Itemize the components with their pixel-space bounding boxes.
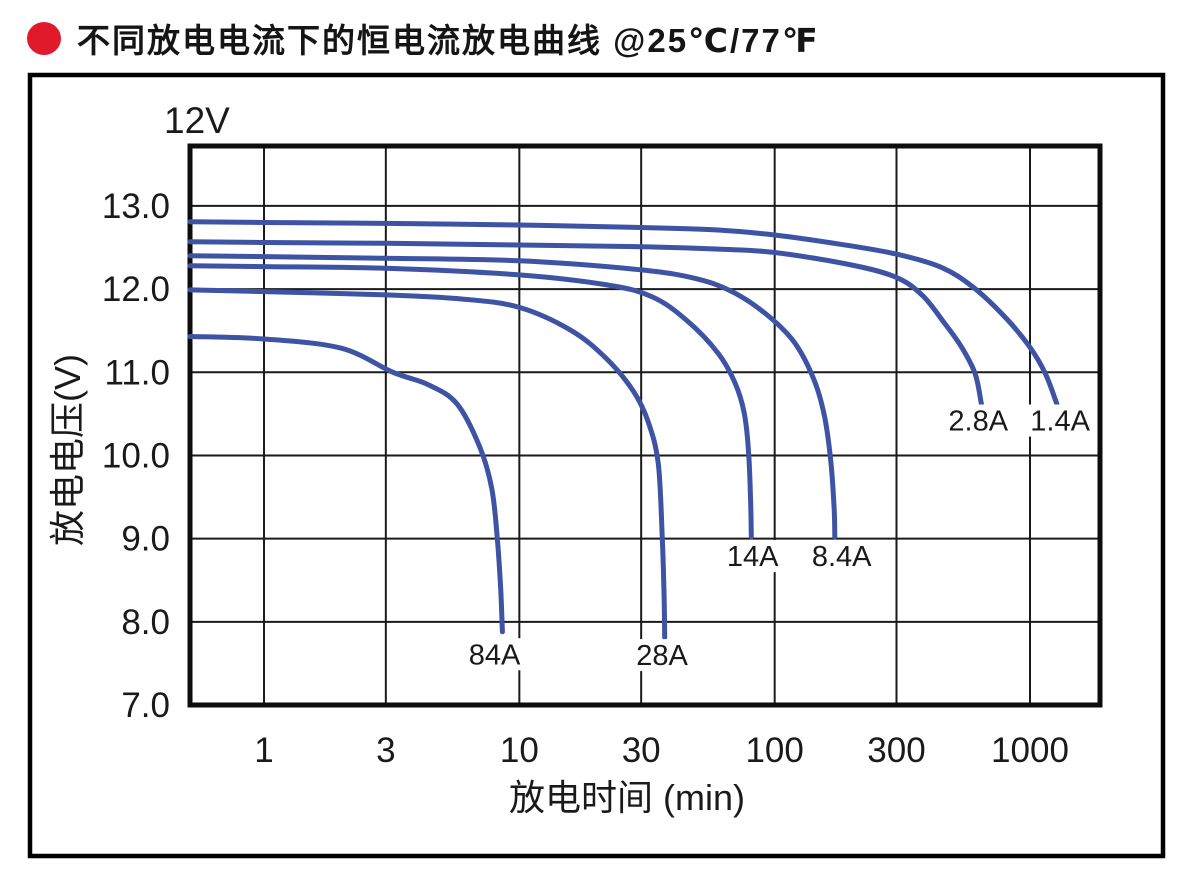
y-tick-label-9.0: 9.0 (121, 520, 170, 559)
curve-1.4A (187, 219, 1060, 408)
curve-layer (187, 219, 1060, 641)
curve-2.8A (187, 239, 984, 407)
curve-label-14A: 14A (727, 541, 779, 573)
curve-label-8.4A: 8.4A (812, 541, 872, 573)
battery-voltage-badge: 12V (164, 100, 230, 141)
figure-frame (27, 72, 1166, 859)
curve-label-28A: 28A (636, 640, 688, 672)
curve-84A (187, 334, 505, 635)
curve-label-bg-14A (723, 540, 782, 573)
y-tick-label-7.0: 7.0 (121, 686, 170, 725)
x-tick-label-1: 1 (254, 731, 273, 770)
y-tick-label-8.0: 8.0 (121, 603, 170, 642)
figure-title: 不同放电电流下的恒电流放电曲线 @25℃/77℉ (77, 22, 820, 59)
figure-header: 不同放电电流下的恒电流放电曲线 @25℃/77℉ (27, 14, 820, 62)
y-tick-label-11.0: 11.0 (104, 353, 170, 392)
curve-label-layer: 84A 28A 14A 8.4A 2.8A 1.4A (465, 404, 1098, 672)
y-tick-label-10.0: 10.0 (102, 436, 170, 475)
bullet-icon (27, 21, 61, 55)
outer-frame (27, 72, 1166, 859)
curve-label-bg-2.8A (941, 404, 1016, 437)
curve-8.4A (187, 253, 838, 540)
curve-label-bg-8.4A (804, 540, 879, 573)
curve-label-bg-84A (465, 638, 524, 671)
y-axis-title: 放电电压(V) (47, 354, 88, 546)
curve-14A (187, 263, 754, 540)
x-axis-title: 放电时间 (min) (509, 777, 745, 818)
x-tick-label-1000: 1000 (991, 731, 1069, 770)
tick-label-layer: 1 3 10 30 100 300 1000 13.0 12.0 11.0 10.0 9.0 8.0 7.… (102, 187, 1069, 770)
curve-label-bg-1.4A (1023, 404, 1098, 437)
curve-label-2.8A: 2.8A (948, 406, 1008, 438)
x-tick-label-300: 300 (867, 731, 925, 770)
x-tick-label-100: 100 (745, 731, 803, 770)
x-tick-label-10: 10 (500, 731, 539, 770)
y-tick-label-13.0: 13.0 (102, 187, 170, 226)
x-tick-label-3: 3 (376, 731, 395, 770)
plot-border (187, 143, 1103, 708)
x-tick-label-30: 30 (622, 731, 661, 770)
y-tick-label-12.0: 12.0 (102, 270, 170, 309)
curve-label-bg-28A (632, 639, 692, 672)
curve-label-84A: 84A (469, 639, 521, 671)
curve-28A (187, 287, 668, 641)
curve-label-1.4A: 1.4A (1030, 406, 1090, 438)
